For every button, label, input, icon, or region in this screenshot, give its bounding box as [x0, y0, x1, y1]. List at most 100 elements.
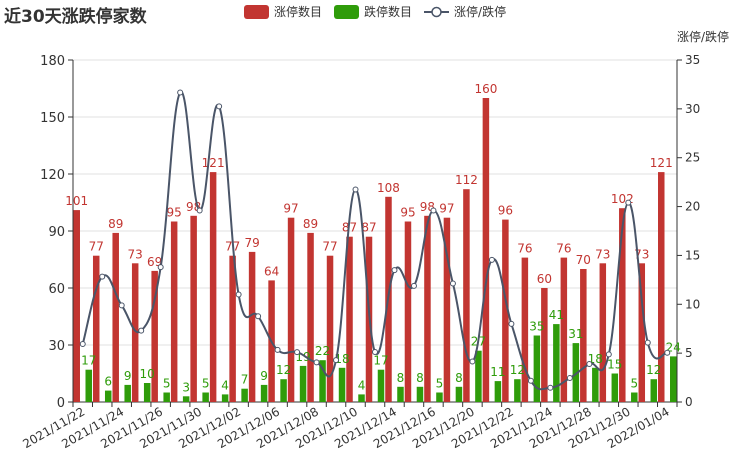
ratio-point — [274, 346, 281, 353]
y-right-tick-label: 30 — [685, 102, 700, 116]
bar-label-limit-up: 95 — [400, 206, 415, 220]
y-left-tick-label: 90 — [48, 225, 65, 240]
bar-limit-up — [638, 263, 646, 402]
bar-label-limit-up: 121 — [650, 156, 673, 170]
bar-label-limit-down: 4 — [221, 378, 229, 392]
bar-limit-down — [650, 379, 658, 402]
bar-label-limit-up: 97 — [439, 202, 454, 216]
y-left-tick-label: 60 — [48, 282, 65, 297]
bar-label-limit-up: 64 — [264, 264, 279, 278]
bar-limit-up — [248, 251, 256, 402]
ratio-point — [605, 351, 612, 358]
bar-limit-down — [319, 360, 326, 402]
ratio-point — [644, 339, 651, 346]
x-tick-label: 2021/11/26 — [98, 404, 165, 451]
ratio-point — [430, 207, 437, 214]
bar-label-limit-up: 76 — [556, 242, 571, 256]
y-right-tick-label: 35 — [685, 53, 700, 67]
bar-limit-down — [377, 369, 385, 402]
ratio-point — [625, 199, 632, 206]
ratio-line — [81, 91, 668, 391]
bar-label-limit-down: 5 — [630, 377, 638, 391]
bar-label-limit-up: 77 — [89, 240, 104, 254]
bar-label-limit-down: 31 — [568, 327, 583, 341]
bar-limit-up — [112, 232, 119, 402]
ratio-point — [488, 256, 495, 263]
chart-title: 近30天涨跌停家数 — [4, 7, 147, 27]
x-tick-label: 2021/11/22 — [20, 404, 87, 451]
bar-label-limit-down: 7 — [241, 373, 249, 387]
ratio-point — [449, 280, 456, 287]
bar-label-limit-up: 77 — [322, 240, 337, 254]
legend-line-icon — [424, 6, 450, 17]
bar-label-limit-down: 12 — [510, 363, 525, 377]
bar-limit-down — [533, 335, 541, 402]
bar-limit-down — [494, 381, 502, 402]
ratio-point — [99, 273, 106, 280]
legend-label-limit-up: 涨停数目 — [274, 5, 323, 19]
x-tick-label: 2021/12/16 — [371, 404, 438, 451]
bar-label-limit-up: 101 — [65, 194, 88, 208]
bar-limit-down — [631, 392, 638, 402]
bar-limit-down — [182, 396, 190, 402]
ratio-point — [333, 357, 340, 364]
bar-label-limit-down: 24 — [666, 340, 681, 354]
bar-limit-down — [397, 386, 404, 402]
legend-label-limit-down: 跌停数目 — [364, 5, 413, 19]
bar-label-limit-down: 9 — [260, 369, 268, 383]
legend-label-ratio: 涨停/跌停 — [454, 5, 507, 19]
bar-label-limit-down: 8 — [397, 371, 405, 385]
bar-limit-up — [131, 263, 139, 402]
x-tick-label: 2021/12/06 — [215, 404, 282, 451]
bar-limit-down — [455, 386, 463, 402]
x-tick-label: 2021/11/24 — [59, 404, 126, 451]
bar-label-limit-up: 97 — [283, 202, 298, 216]
bar-limit-up — [287, 217, 295, 402]
legend-item-limit-down[interactable]: 跌停数目 — [334, 3, 412, 20]
bar-label-limit-up: 96 — [498, 204, 513, 218]
bar-limit-down — [85, 369, 92, 402]
bar-label-limit-down: 27 — [471, 335, 486, 349]
bar-label-limit-up: 77 — [225, 240, 240, 254]
ratio-point — [547, 384, 554, 391]
bar-label-limit-down: 18 — [588, 352, 603, 366]
legend-item-ratio[interactable]: 涨停/跌停 — [424, 3, 506, 20]
bar-limit-up — [229, 255, 236, 402]
x-tick-label: 2021/12/10 — [293, 404, 360, 451]
bar-limit-down — [338, 367, 346, 402]
bar-limit-up — [151, 270, 158, 402]
bar-limit-down — [124, 384, 131, 402]
ratio-point — [138, 327, 145, 334]
ratio-point — [177, 89, 184, 96]
bar-label-limit-down: 17 — [373, 354, 388, 368]
bar-limit-up — [170, 221, 178, 402]
bar-label-limit-down: 8 — [455, 371, 463, 385]
bar-label-limit-up: 98 — [420, 200, 435, 214]
x-tick-label: 2021/12/28 — [527, 404, 594, 451]
bar-label-limit-up: 108 — [377, 181, 400, 195]
bar-label-limit-up: 112 — [455, 173, 478, 187]
bar-label-limit-down: 5 — [202, 377, 210, 391]
bar-limit-down — [416, 386, 424, 402]
bar-limit-down — [475, 350, 482, 402]
y-left-tick-label: 180 — [40, 54, 65, 69]
bar-label-limit-down: 12 — [646, 363, 661, 377]
x-tick-label: 2021/11/30 — [137, 404, 204, 451]
bar-limit-up — [599, 263, 607, 402]
bar-limit-down — [221, 394, 229, 402]
bar-label-limit-up: 95 — [167, 206, 182, 220]
bar-limit-up — [521, 257, 529, 402]
ratio-point — [586, 360, 593, 367]
legend: 涨停数目 跌停数目 涨停/跌停 — [244, 3, 518, 20]
bar-limit-up — [73, 210, 80, 402]
legend-item-limit-up[interactable]: 涨停数目 — [244, 3, 322, 20]
bar-limit-up — [365, 236, 373, 402]
bar-label-limit-down: 10 — [140, 367, 155, 381]
bar-label-limit-down: 17 — [81, 354, 96, 368]
bar-label-limit-up: 73 — [595, 247, 610, 261]
ratio-point — [196, 207, 203, 214]
ratio-point — [372, 348, 378, 355]
bar-limit-down — [436, 392, 443, 402]
y-left-tick-label: 30 — [48, 339, 65, 354]
x-tick-label: 2022/01/04 — [605, 404, 672, 451]
